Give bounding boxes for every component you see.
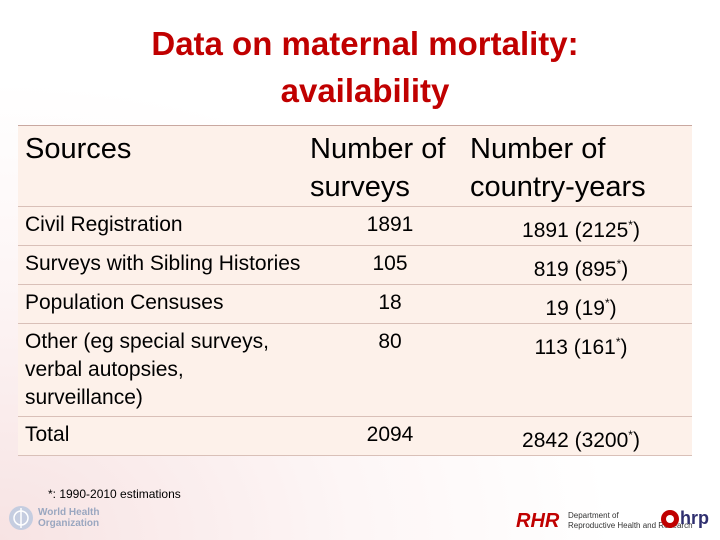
table-cell: 819 (895*) [470, 246, 692, 284]
table-cell: 2842 (3200*) [470, 417, 692, 455]
table-cell: 113 (161*) [470, 324, 692, 416]
footnote: *: 1990-2010 estimations [48, 487, 181, 501]
who-line: World Health [38, 507, 100, 518]
table-row: Other (eg special surveys, verbal autops… [18, 324, 692, 417]
footnote-mark: * [628, 218, 633, 232]
hrp-logo: hrp [660, 508, 709, 529]
cell-text: Surveys with Sibling Histories [25, 252, 301, 275]
table-cell: Surveys with Sibling Histories [18, 246, 310, 284]
department: Department of Reproductive Health and Re… [568, 511, 693, 531]
cell-text: ) [632, 219, 640, 242]
title-line: availability [280, 72, 450, 109]
table-cell: 80 [378, 330, 402, 353]
table-row: Population Censuses 18 19 (19*) [18, 285, 692, 324]
title: Data on maternal mortality: availability [0, 20, 720, 114]
rhr-logo: RHR [516, 510, 560, 532]
table-cell: 18 [378, 291, 402, 314]
hrp-text: hrp [680, 508, 709, 528]
header-row: Sources Number of surveys Number of countr… [18, 126, 692, 207]
who-emblem [9, 506, 33, 530]
footnote-mark: * [604, 296, 610, 310]
cell-text: 19 (19 [545, 297, 605, 320]
cell-text: 819 (895 [533, 258, 617, 281]
table-row: Surveys with Sibling Histories 105 819 (89… [18, 246, 692, 285]
table-cell: Civil Registration [18, 207, 310, 245]
cell-text: Other (eg special surveys, verbal autops… [25, 330, 269, 409]
table-cell: Total [18, 417, 310, 455]
cell-text: ) [632, 429, 640, 452]
cell-text: ) [609, 297, 617, 320]
table-cell: 19 (19*) [470, 285, 692, 323]
table-row: Total 2094 2842 (3200*) [18, 417, 692, 456]
footnote-mark: * [616, 257, 622, 271]
cell-text: ) [620, 336, 628, 359]
who-logo: World Health Organization [8, 505, 99, 531]
cell-text: 1891 (2125 [522, 219, 629, 242]
hrp-emblem [661, 509, 679, 528]
table-cell: Population Censuses [18, 285, 310, 323]
table-cell: 105 [372, 252, 408, 275]
title-line: Data on maternal mortality: [151, 25, 579, 62]
table-cell: 1891 (2125*) [470, 207, 692, 245]
header-cell: Number of surveys [310, 133, 446, 203]
cell-text: Total [25, 423, 70, 446]
header-cell: Sources [25, 133, 132, 165]
who-line: Organization [38, 518, 100, 529]
footnote-mark: * [615, 335, 621, 349]
cell-text: ) [621, 258, 629, 281]
department-line: Reproductive Health and Research [568, 521, 693, 530]
footnote-mark: * [628, 428, 633, 442]
table: Sources Number of surveys Number of countr… [18, 125, 692, 456]
table-cell: 1891 [366, 213, 414, 236]
cell-text: Civil Registration [25, 213, 183, 236]
who-text: World Health Organization [38, 507, 99, 529]
department-line: Department of [568, 511, 619, 520]
table-cell: Other (eg special surveys, verbal autops… [18, 324, 310, 416]
table-row: Civil Registration 1891 1891 (2125*) [18, 207, 692, 246]
header-cell: Number of country-years [470, 133, 646, 203]
cell-text: 2842 (3200 [522, 429, 629, 452]
table-cell: 2094 [366, 423, 414, 446]
cell-text: 113 (161 [534, 336, 616, 359]
cell-text: Population Censuses [25, 291, 224, 314]
